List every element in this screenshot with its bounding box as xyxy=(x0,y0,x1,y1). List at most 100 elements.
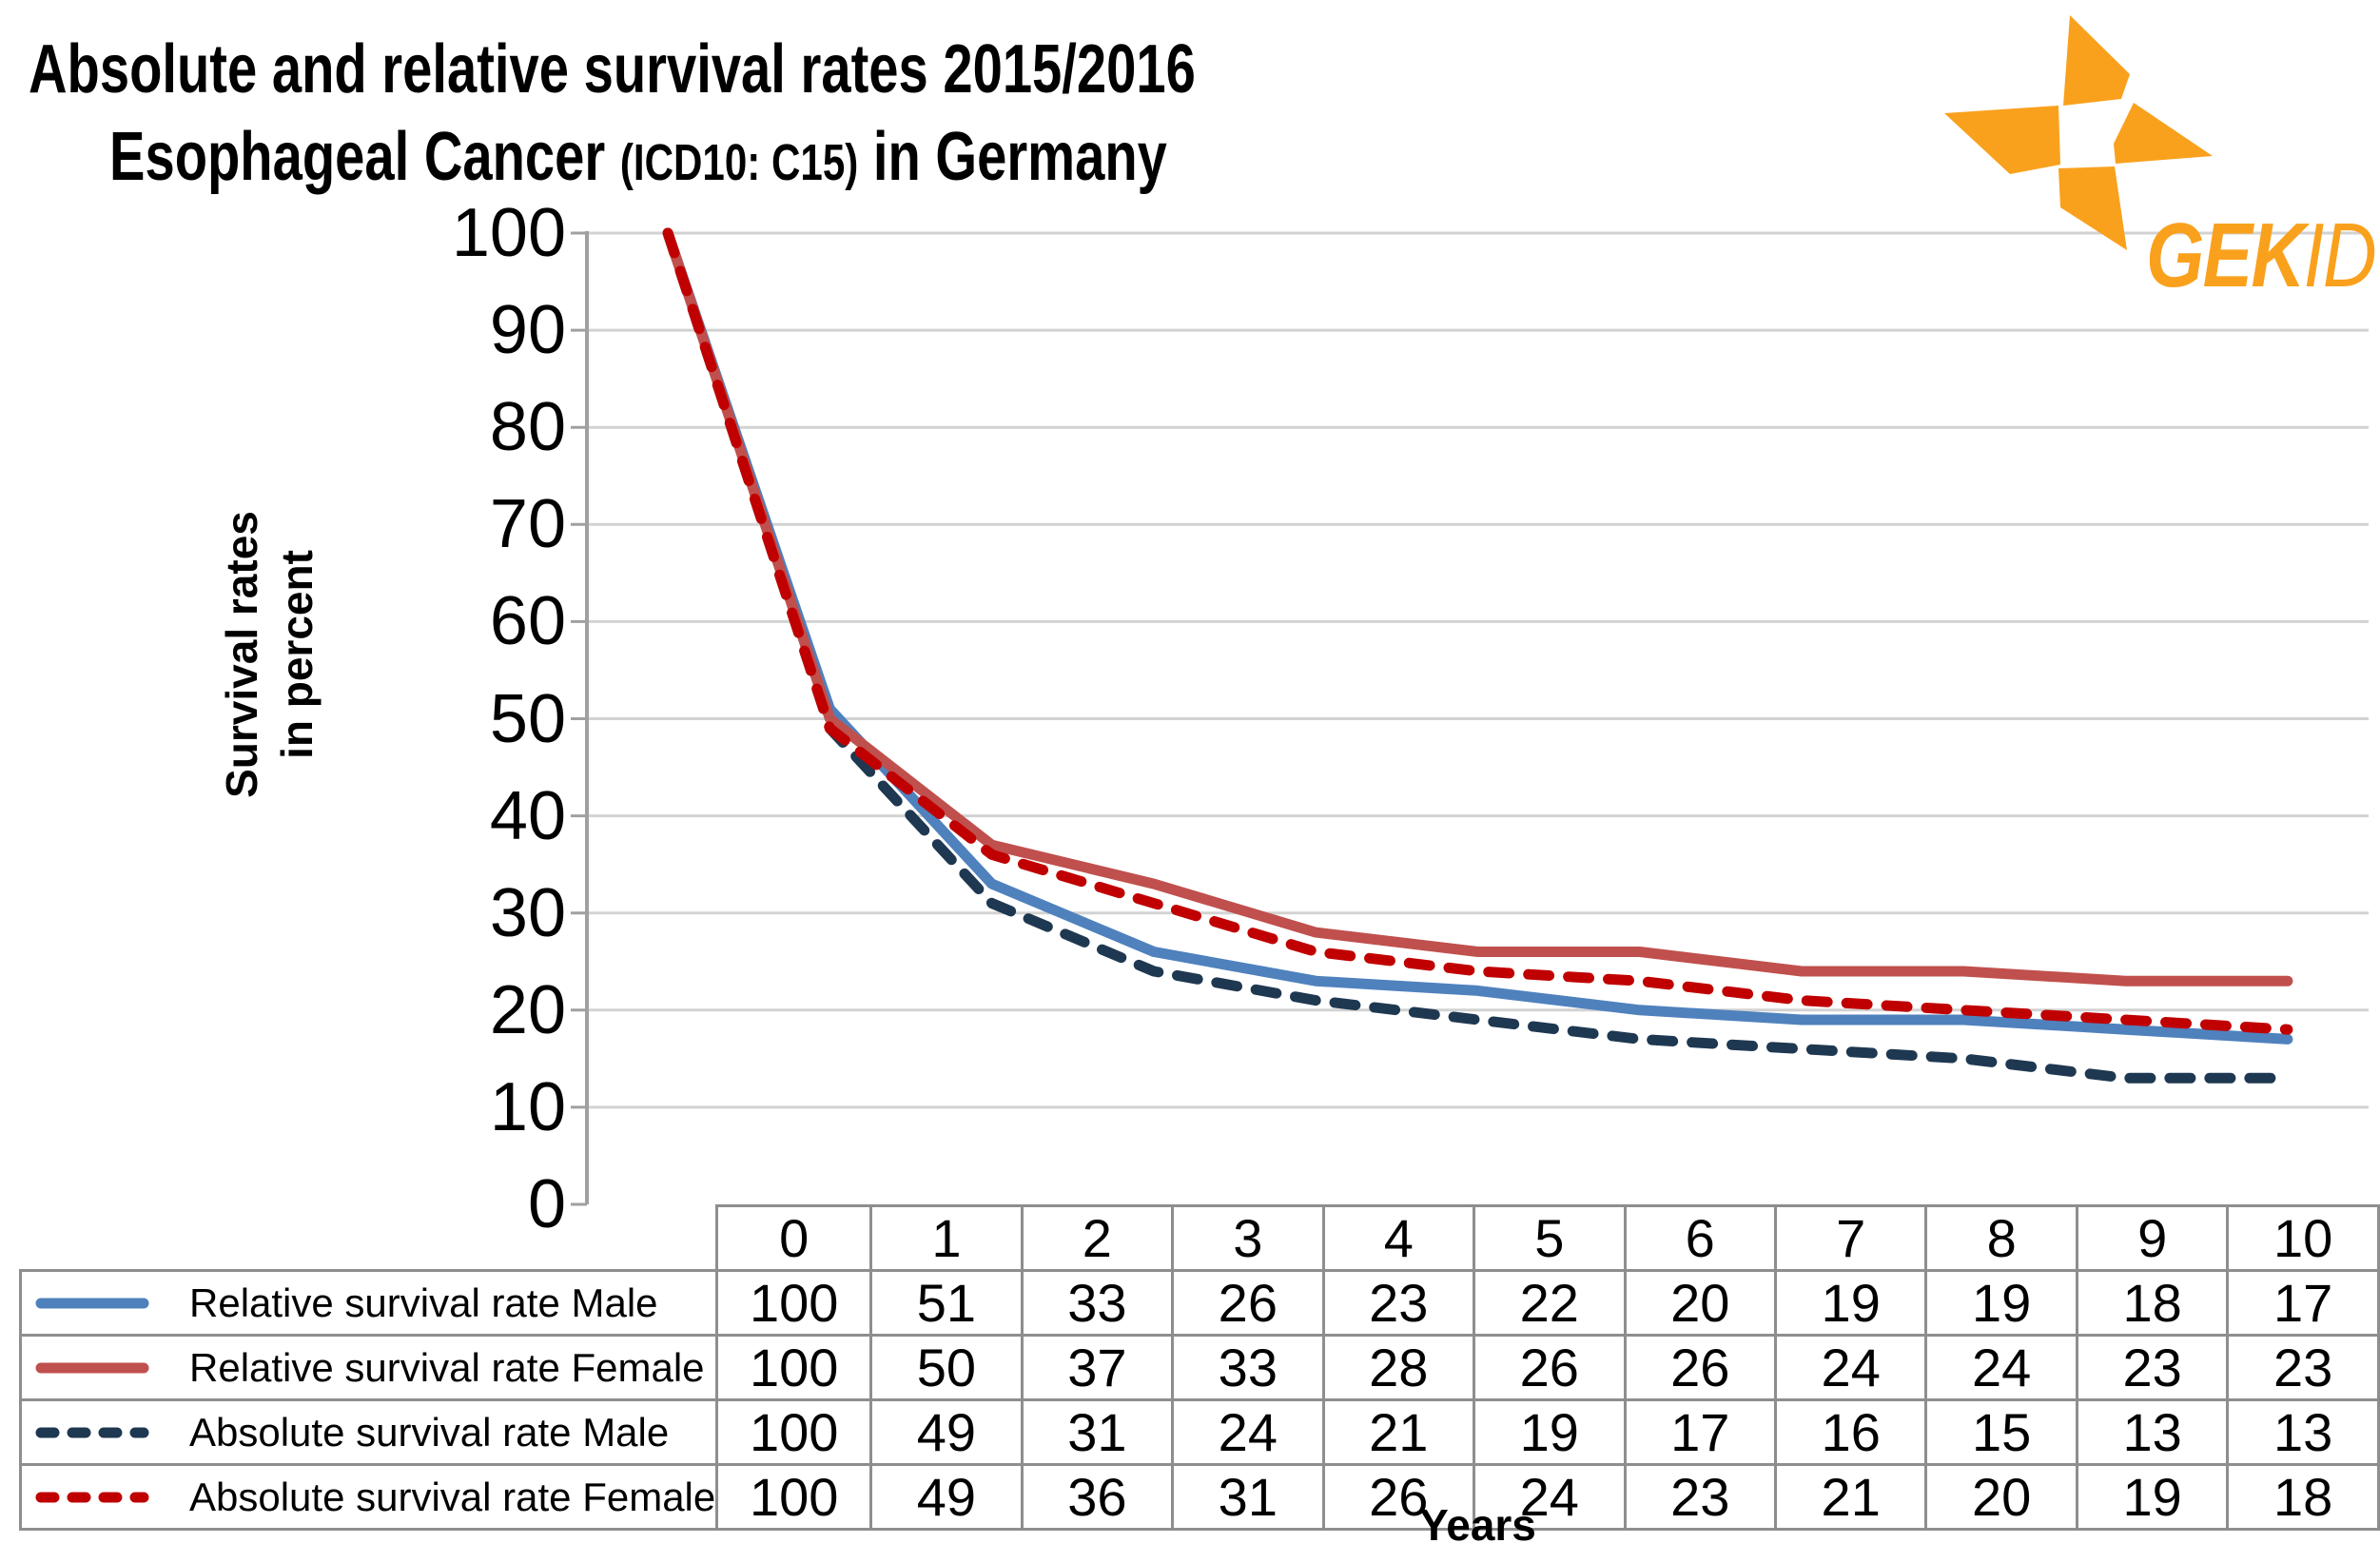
series-row: Absolute survival rate Male 100 49 31 24 21 19… xyxy=(18,1398,2380,1466)
y-tick-label: 20 xyxy=(489,971,566,1048)
y-tick-label: 60 xyxy=(489,583,566,660)
value-cell: 49 xyxy=(869,1463,1024,1531)
value-cell: 100 xyxy=(715,1398,873,1466)
title-line2-main: Esophageal Cancer xyxy=(109,119,606,195)
logo-wordmark: GEKID xyxy=(2146,204,2377,308)
series-row: Relative survival rate Female 100 50 37 33 28… xyxy=(18,1334,2380,1401)
logo-text-gek: GEK xyxy=(2146,205,2305,306)
series-row: Absolute survival rate Female 100 49 36 31 26… xyxy=(18,1463,2380,1531)
chart-title-line1: Absolute and relative survival rates 201… xyxy=(29,31,1196,107)
value-cell: 19 xyxy=(1773,1269,1928,1337)
series-line-relative-survival-rate-female xyxy=(662,227,2293,987)
year-header-cell: 8 xyxy=(1924,1204,2078,1272)
x-axis-title: Years xyxy=(1419,1500,1536,1550)
value-cell: 24 xyxy=(1924,1334,2078,1401)
value-cell: 24 xyxy=(1171,1398,1325,1466)
value-cell: 19 xyxy=(2075,1463,2230,1531)
legend-cell: Relative survival rate Female xyxy=(18,1334,719,1401)
y-tick-label: 50 xyxy=(489,680,566,757)
value-cell: 100 xyxy=(715,1463,873,1531)
year-header-cell: 10 xyxy=(2226,1204,2380,1272)
value-cell: 20 xyxy=(1623,1269,1777,1337)
year-header-cell: 0 xyxy=(715,1204,873,1272)
value-cell: 36 xyxy=(1020,1463,1175,1531)
table-corner-cell xyxy=(21,1206,717,1271)
value-cell: 19 xyxy=(1473,1398,1627,1466)
value-cell: 31 xyxy=(1020,1398,1175,1466)
value-cell: 24 xyxy=(1473,1463,1627,1531)
value-cell: 20 xyxy=(1924,1463,2078,1531)
year-header-cell: 7 xyxy=(1773,1204,1928,1272)
value-cell: 15 xyxy=(1924,1398,2078,1466)
legend-line-sample xyxy=(35,1298,149,1308)
value-cell: 50 xyxy=(869,1334,1024,1401)
title-line2-suffix: in Germany xyxy=(872,119,1167,195)
series-name-label: Absolute survival rate Female xyxy=(189,1474,716,1519)
year-header-cell: 3 xyxy=(1171,1204,1325,1272)
year-header-cell: 9 xyxy=(2075,1204,2230,1272)
chart-title-line2: Esophageal Cancer (ICD10: C15) in German… xyxy=(109,116,1525,204)
legend-line-sample xyxy=(35,1362,149,1373)
value-cell: 13 xyxy=(2075,1398,2230,1466)
value-cell: 13 xyxy=(2226,1398,2380,1466)
series-row: Relative survival rate Male 100 51 33 26 23 22… xyxy=(18,1269,2380,1337)
value-cell: 24 xyxy=(1773,1334,1928,1401)
pinwheel-icon xyxy=(1944,15,2213,250)
value-cell: 26 xyxy=(1473,1334,1627,1401)
value-cell: 18 xyxy=(2226,1463,2380,1531)
value-cell: 28 xyxy=(1321,1334,1476,1401)
value-cell: 19 xyxy=(1924,1269,2078,1337)
value-cell: 23 xyxy=(2226,1334,2380,1401)
gekid-logo: GEKID xyxy=(1941,6,2378,306)
legend-line-sample xyxy=(35,1427,149,1437)
value-cell: 37 xyxy=(1020,1334,1175,1401)
y-tick-label: 80 xyxy=(489,389,566,466)
y-tick-label: 0 xyxy=(527,1166,566,1242)
y-tick-label: 90 xyxy=(489,292,566,369)
logo-text-id: ID xyxy=(2303,205,2377,306)
value-cell: 33 xyxy=(1020,1269,1175,1337)
value-cell: 100 xyxy=(715,1334,873,1401)
value-cell: 18 xyxy=(2075,1269,2230,1337)
value-cell: 31 xyxy=(1171,1463,1325,1531)
value-cell: 17 xyxy=(2226,1269,2380,1337)
legend-line-sample xyxy=(35,1492,149,1502)
series-line-absolute-survival-rate-male xyxy=(662,227,2293,1084)
value-cell: 21 xyxy=(1773,1463,1928,1531)
table-header-row: 0 1 2 3 4 5 6 7 8 9 10 xyxy=(21,1204,2380,1272)
year-header-cell: 2 xyxy=(1020,1204,1175,1272)
value-cell: 21 xyxy=(1321,1398,1476,1466)
series-name-label: Relative survival rate Male xyxy=(189,1280,658,1325)
year-header-cell: 6 xyxy=(1623,1204,1777,1272)
value-cell: 26 xyxy=(1623,1334,1777,1401)
value-cell: 51 xyxy=(869,1269,1024,1337)
series-name-label: Relative survival rate Female xyxy=(189,1344,705,1390)
year-header-cell: 1 xyxy=(869,1204,1024,1272)
title-icd-code: (ICD10: C15) xyxy=(619,134,859,191)
value-cell: 100 xyxy=(715,1269,873,1337)
y-tick-label: 10 xyxy=(489,1068,566,1145)
legend-cell: Absolute survival rate Male xyxy=(18,1398,719,1466)
value-cell: 22 xyxy=(1473,1269,1627,1337)
y-tick-label: 70 xyxy=(489,486,566,563)
chart-titles: Absolute and relative survival rates 201… xyxy=(29,29,1525,204)
series-line-relative-survival-rate-male xyxy=(662,227,2293,1045)
legend-cell: Relative survival rate Male xyxy=(18,1269,719,1337)
value-cell: 23 xyxy=(1321,1269,1476,1337)
y-tick-label: 40 xyxy=(489,777,566,854)
year-header-cell: 4 xyxy=(1321,1204,1476,1272)
y-tick-label: 100 xyxy=(451,195,566,271)
y-tick-label: 30 xyxy=(489,874,566,951)
value-cell: 26 xyxy=(1171,1269,1325,1337)
data-table: 0 1 2 3 4 5 6 7 8 9 10 Relative survival rate Male 1… xyxy=(18,1204,2380,1531)
value-cell: 17 xyxy=(1623,1398,1777,1466)
value-cell: 26 xyxy=(1321,1463,1476,1531)
value-cell: 49 xyxy=(869,1398,1024,1466)
legend-cell: Absolute survival rate Female xyxy=(18,1463,719,1531)
value-cell: 16 xyxy=(1773,1398,1928,1466)
value-cell: 33 xyxy=(1171,1334,1325,1401)
value-cell: 23 xyxy=(1623,1463,1777,1531)
series-name-label: Absolute survival rate Male xyxy=(189,1409,670,1455)
series-line-absolute-survival-rate-female xyxy=(662,227,2293,1035)
